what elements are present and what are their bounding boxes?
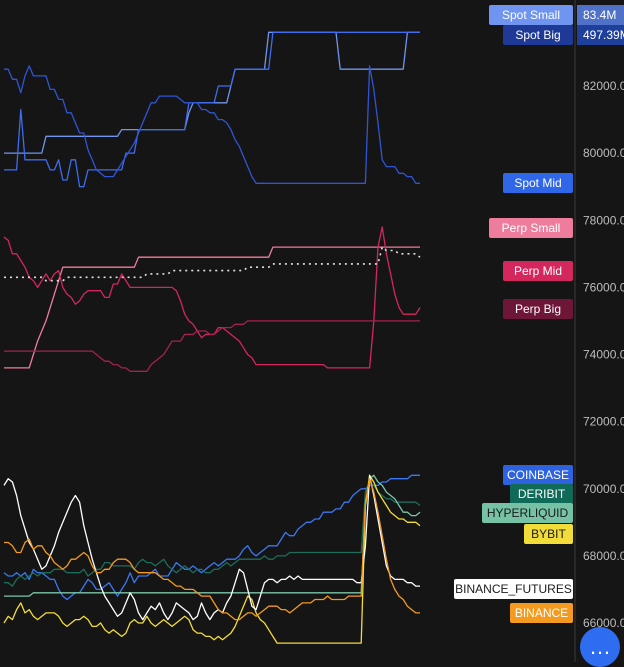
series-line-perp-mid [3,226,421,369]
series-line-binance [4,478,420,621]
series-line-hyperliquid [4,474,421,597]
series-line-bybit [3,474,421,644]
legend-label: HYPERLIQUID [487,506,569,520]
value-badge [577,5,624,25]
series-line-spot-small [4,31,420,154]
legend-label: BYBIT [531,527,566,541]
legend-label: Perp Mid [514,264,562,278]
series-line-spot-mid [4,65,420,184]
series-line-binance-futures [3,474,420,621]
y-tick-label: 80000.0 [583,146,624,160]
series-line-spot-big [4,31,420,188]
series-line-coinbase [3,474,420,601]
y-tick-label: 76000.0 [583,280,624,294]
legend-tag-spot-mid [503,173,573,193]
y-tick-label: 78000.0 [583,213,624,227]
legend-label: Perp Small [502,221,561,235]
legend-label: COINBASE [507,468,569,482]
series-line-deribit [4,481,421,587]
legend-tag-bybit [524,524,573,544]
legend-tag-spot-small [489,5,573,25]
legend-tag-binance [510,603,573,623]
price-axis: 66000.0 68000.0 70000.0 72000.0 74000.0 76000… [583,79,624,630]
legend-label: BINANCE [515,606,568,620]
y-tick-label: 82000.0 [583,79,624,93]
more-options-button[interactable]: … [580,627,620,667]
value-badge [577,25,624,45]
legend-label: BINANCE_FUTURES [455,582,572,596]
y-tick-label: 74000.0 [583,348,624,362]
legend-tag-perp-mid [503,261,573,281]
legend-label: Spot Big [515,28,560,42]
value-badge-text: 497.39M [583,28,624,42]
value-badge-text: 83.4M [583,8,616,22]
legend-tag-hyperliquid [482,503,573,523]
legend: Spot Small Spot Big Spot Mid Perp Small Perp… [454,5,573,623]
legend-tag-perp-small [489,218,573,238]
legend-label: Spot Small [502,8,560,22]
y-tick-label: 72000.0 [583,415,624,429]
y-tick-label: 70000.0 [583,482,624,496]
more-dots-icon: … [589,634,611,659]
value-badges: 83.4M 497.39M [577,5,624,45]
y-tick-label: 68000.0 [583,549,624,563]
series-line-perp-dots [4,246,421,282]
legend-tag-spot-big [503,25,573,45]
series-line-perp-small [4,246,420,369]
series-line-perp-big [4,320,420,372]
series-lines [3,31,421,644]
legend-tag-coinbase [503,465,573,485]
legend-label: Spot Mid [514,176,561,190]
legend-tag-perp-big [503,299,573,319]
legend-tag-deribit [510,484,573,504]
y-tick-label: 66000.0 [583,616,624,630]
legend-label: Perp Big [515,302,561,316]
legend-tag-binance-futures [454,579,573,599]
legend-label: DERIBIT [518,487,566,501]
